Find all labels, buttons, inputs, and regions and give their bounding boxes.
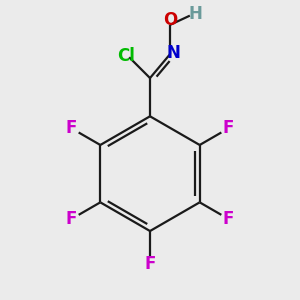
Text: O: O (163, 11, 177, 29)
Text: F: F (144, 255, 156, 273)
Text: F: F (223, 210, 234, 228)
Text: F: F (66, 119, 77, 137)
Text: Cl: Cl (117, 47, 135, 65)
Text: N: N (167, 44, 180, 62)
Text: H: H (188, 5, 202, 23)
Text: F: F (66, 210, 77, 228)
Text: F: F (223, 119, 234, 137)
